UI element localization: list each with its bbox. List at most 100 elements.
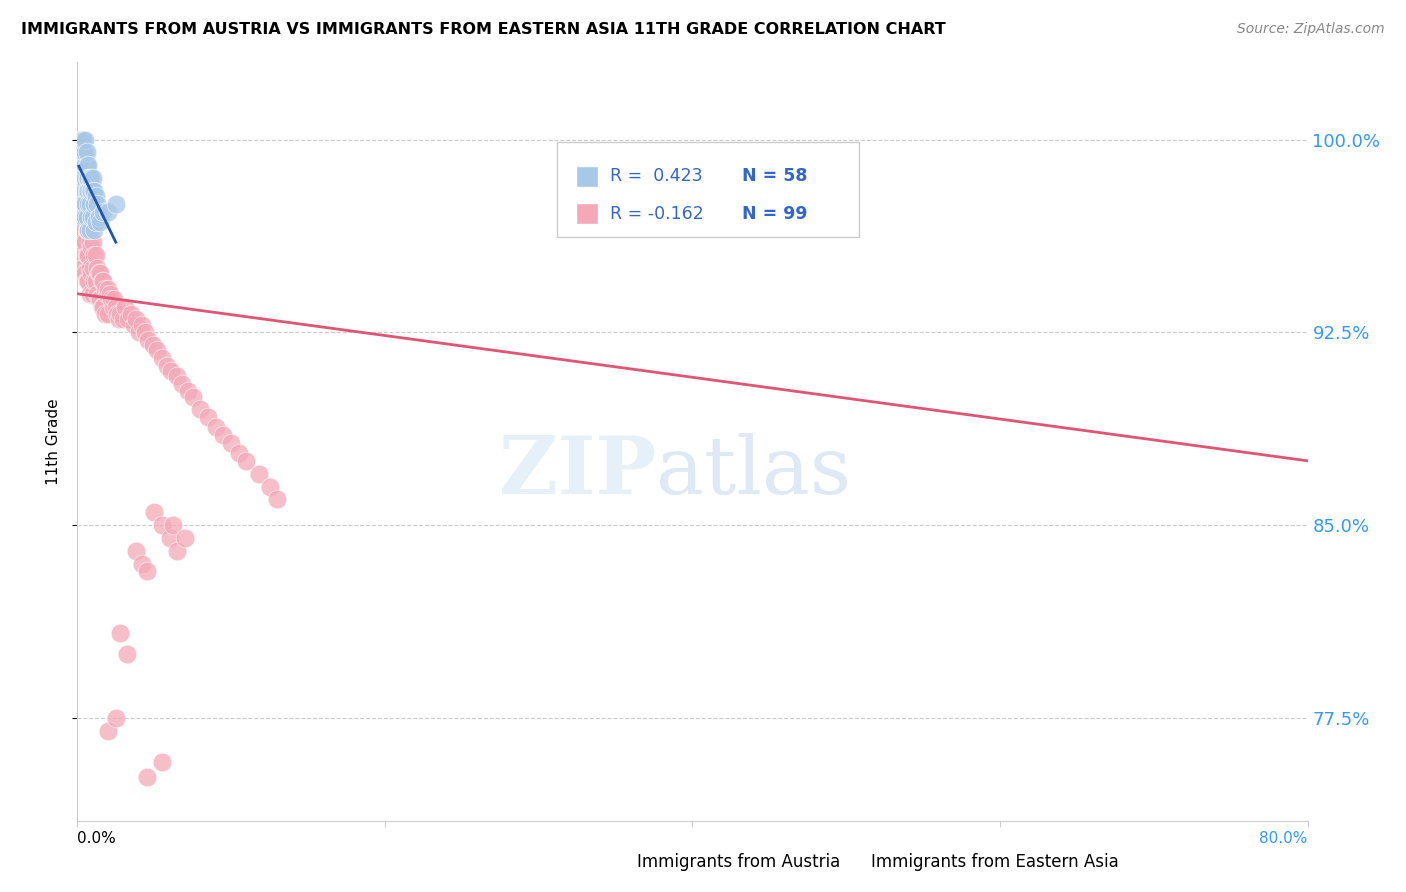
Point bbox=[197, 410, 219, 425]
Point bbox=[67, 235, 90, 250]
Point bbox=[69, 171, 91, 186]
Point bbox=[80, 240, 103, 254]
Point bbox=[181, 390, 204, 404]
Point bbox=[125, 543, 148, 558]
Point bbox=[259, 479, 281, 493]
Point bbox=[73, 158, 96, 172]
Point bbox=[120, 307, 142, 321]
Point bbox=[135, 770, 157, 784]
Point bbox=[77, 196, 100, 211]
Point bbox=[115, 647, 138, 661]
Point bbox=[94, 282, 117, 296]
Point bbox=[96, 286, 118, 301]
Point bbox=[86, 261, 108, 276]
Point bbox=[174, 531, 197, 545]
Point bbox=[72, 261, 94, 276]
Point bbox=[97, 723, 120, 738]
Point bbox=[83, 274, 105, 288]
Point bbox=[70, 145, 93, 160]
Point bbox=[247, 467, 270, 481]
Point bbox=[76, 184, 98, 198]
Point bbox=[84, 215, 107, 229]
Text: IMMIGRANTS FROM AUSTRIA VS IMMIGRANTS FROM EASTERN ASIA 11TH GRADE CORRELATION C: IMMIGRANTS FROM AUSTRIA VS IMMIGRANTS FR… bbox=[21, 22, 946, 37]
Point bbox=[125, 312, 148, 326]
Text: 80.0%: 80.0% bbox=[1260, 831, 1308, 846]
Point bbox=[67, 132, 90, 146]
Point bbox=[166, 369, 188, 384]
Point bbox=[76, 222, 98, 236]
Point bbox=[69, 171, 91, 186]
Point bbox=[70, 222, 93, 236]
Point bbox=[70, 132, 93, 146]
Point bbox=[117, 312, 139, 326]
Point bbox=[104, 300, 127, 314]
Point bbox=[87, 266, 110, 280]
Point bbox=[97, 204, 120, 219]
Point bbox=[82, 235, 104, 250]
Point bbox=[80, 184, 103, 198]
Point bbox=[70, 248, 93, 262]
Point bbox=[159, 531, 181, 545]
Point bbox=[82, 261, 104, 276]
Point bbox=[82, 286, 104, 301]
Point bbox=[76, 145, 98, 160]
Point bbox=[93, 204, 115, 219]
Point bbox=[76, 210, 98, 224]
Point bbox=[142, 338, 165, 352]
Point bbox=[86, 286, 108, 301]
Point bbox=[77, 171, 100, 186]
Point bbox=[83, 222, 105, 236]
Point bbox=[69, 145, 91, 160]
Point bbox=[79, 261, 101, 276]
Point bbox=[72, 210, 94, 224]
Point bbox=[87, 292, 110, 306]
Point bbox=[104, 196, 127, 211]
Point bbox=[84, 248, 107, 262]
Point bbox=[228, 446, 250, 460]
Point bbox=[72, 196, 94, 211]
Point bbox=[70, 196, 93, 211]
Bar bbox=[575, 203, 598, 225]
Point bbox=[76, 158, 98, 172]
Point bbox=[77, 222, 100, 236]
Point bbox=[77, 184, 100, 198]
Point bbox=[266, 492, 288, 507]
Point bbox=[77, 248, 100, 262]
Point bbox=[83, 248, 105, 262]
Point bbox=[128, 326, 150, 340]
Point bbox=[70, 132, 93, 146]
Point bbox=[70, 171, 93, 186]
FancyBboxPatch shape bbox=[557, 142, 859, 236]
Point bbox=[108, 312, 131, 326]
Text: ZIP: ZIP bbox=[499, 433, 655, 511]
Point bbox=[104, 711, 127, 725]
Point bbox=[87, 210, 110, 224]
Point bbox=[70, 158, 93, 172]
Point bbox=[110, 307, 132, 321]
Point bbox=[188, 402, 212, 417]
Point bbox=[93, 300, 115, 314]
Point bbox=[89, 266, 111, 280]
Point bbox=[79, 171, 101, 186]
Point bbox=[72, 132, 94, 146]
Point bbox=[150, 755, 173, 769]
Point bbox=[73, 145, 96, 160]
Point bbox=[89, 292, 111, 306]
Point bbox=[235, 454, 257, 468]
Point bbox=[82, 184, 104, 198]
Text: Immigrants from Eastern Asia: Immigrants from Eastern Asia bbox=[870, 854, 1119, 871]
Y-axis label: 11th Grade: 11th Grade bbox=[45, 398, 60, 485]
Point bbox=[150, 351, 173, 365]
Point bbox=[69, 235, 91, 250]
Point bbox=[166, 543, 188, 558]
Point bbox=[122, 318, 145, 332]
Point bbox=[67, 158, 90, 172]
Point bbox=[70, 184, 93, 198]
Point bbox=[177, 384, 200, 399]
Point bbox=[77, 158, 100, 172]
Point bbox=[73, 235, 96, 250]
Point bbox=[67, 145, 90, 160]
Point bbox=[69, 158, 91, 172]
Point bbox=[69, 158, 91, 172]
Point bbox=[97, 282, 120, 296]
